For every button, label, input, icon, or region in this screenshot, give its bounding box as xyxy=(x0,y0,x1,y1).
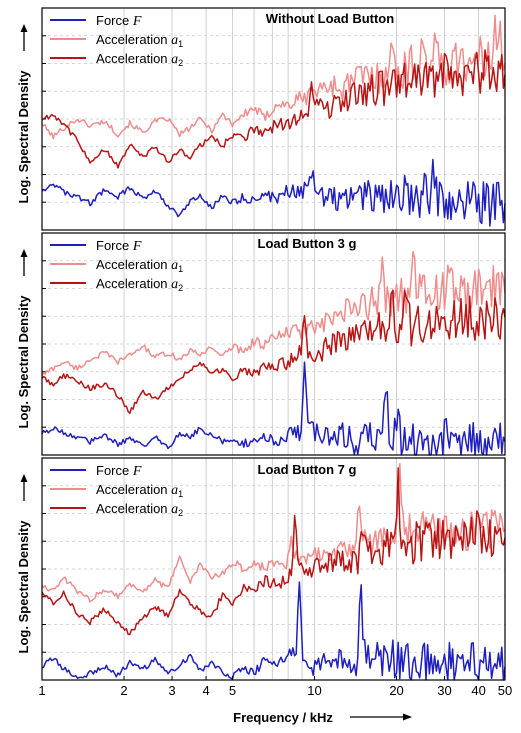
x-tick-label: 50 xyxy=(498,683,512,698)
y-axis-title-bottom: Log. Spectral Density xyxy=(16,474,31,653)
legend-label-force: Force F xyxy=(96,238,142,254)
x-tick-label: 4 xyxy=(202,683,209,698)
legend-label-acc2: Acceleration a2 xyxy=(96,51,183,68)
series-line-force xyxy=(41,581,506,681)
series-line-acc2 xyxy=(41,289,506,415)
series-layer xyxy=(41,14,506,227)
y-axis-label: Log. Spectral Density xyxy=(16,295,31,429)
y-axis-title-middle: Log. Spectral Density xyxy=(16,249,31,428)
panel-load-button-7g: Force F Acceleration a1 Acceleration a2 Lo… xyxy=(41,457,506,681)
panel-load-button-3g: Force F Acceleration a1 Acceleration a2 Lo… xyxy=(41,232,506,456)
legend-label-force: Force F xyxy=(96,463,142,479)
plot-frame xyxy=(41,457,506,681)
series-line-acc1 xyxy=(41,250,506,377)
y-axis-arrow-head xyxy=(20,24,28,32)
series-line-force xyxy=(41,361,506,456)
legend-label-acc1: Acceleration a1 xyxy=(96,482,183,499)
series-line-acc2 xyxy=(41,49,506,169)
x-axis-title: Frequency / kHz xyxy=(233,710,412,725)
legend: Force F Acceleration a1 Acceleration a2 xyxy=(50,238,183,293)
x-axis-arrow-head xyxy=(403,713,412,721)
series-line-acc2 xyxy=(41,467,506,636)
y-axis-label: Log. Spectral Density xyxy=(16,70,31,204)
x-tick-label: 5 xyxy=(229,683,236,698)
panel-title: Load Button 7 g xyxy=(258,462,357,477)
legend: Force F Acceleration a1 Acceleration a2 xyxy=(50,13,183,68)
plot-frame xyxy=(41,232,506,456)
y-axis-arrow-head xyxy=(20,474,28,482)
legend-label-acc2: Acceleration a2 xyxy=(96,501,183,518)
panel-title: Load Button 3 g xyxy=(258,236,357,251)
series-line-force xyxy=(41,158,506,227)
x-tick-label: 10 xyxy=(307,683,321,698)
y-axis-label: Log. Spectral Density xyxy=(16,520,31,654)
legend-label-force: Force F xyxy=(96,13,142,29)
legend-label-acc1: Acceleration a1 xyxy=(96,32,183,49)
panel-without-load-button: Force F Acceleration a1 Acceleration a2 Wi… xyxy=(41,7,506,231)
legend-label-acc2: Acceleration a2 xyxy=(96,276,183,293)
x-tick-label: 3 xyxy=(168,683,175,698)
series-layer xyxy=(41,250,506,456)
x-tick-label: 40 xyxy=(471,683,485,698)
y-axis-title-top: Log. Spectral Density xyxy=(16,24,31,203)
x-axis-label: Frequency / kHz xyxy=(233,710,333,725)
panel-title: Without Load Button xyxy=(266,11,394,26)
series-layer xyxy=(41,463,506,681)
legend: Force F Acceleration a1 Acceleration a2 xyxy=(50,463,183,518)
x-tick-label: 20 xyxy=(389,683,403,698)
plot-frame xyxy=(41,7,506,231)
x-axis-ticks: 1 2 3 4 5 10 20 30 40 50 xyxy=(38,676,512,698)
x-tick-label: 1 xyxy=(38,683,45,698)
x-tick-label: 30 xyxy=(437,683,451,698)
x-tick-label: 2 xyxy=(120,683,127,698)
y-axis-arrow-head xyxy=(20,249,28,257)
legend-label-acc1: Acceleration a1 xyxy=(96,257,183,274)
